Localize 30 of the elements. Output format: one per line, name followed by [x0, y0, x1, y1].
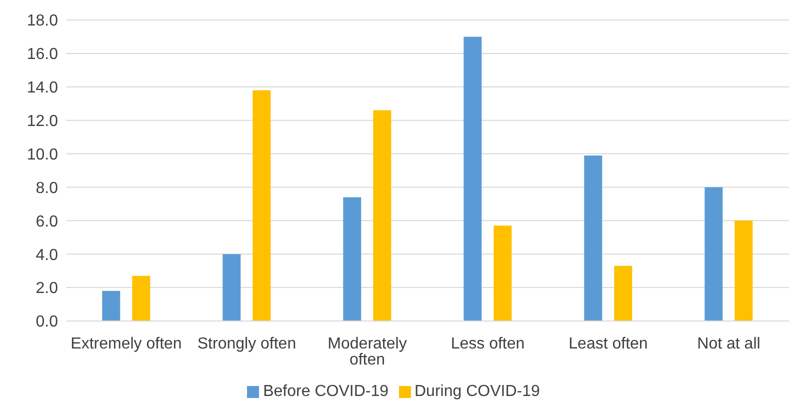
bar: [734, 220, 753, 321]
bar: [343, 197, 362, 321]
bar: [373, 110, 392, 321]
y-tick-label: 14.0: [26, 80, 58, 97]
bar: [132, 276, 150, 321]
y-tick-label: 6.0: [36, 213, 58, 230]
bar: [584, 155, 602, 321]
bar: [704, 187, 723, 321]
y-tick-label: 8.0: [36, 180, 58, 197]
y-tick-label: 2.0: [36, 280, 58, 298]
y-tick-label: 18.0: [26, 12, 58, 30]
y-tick-label: 0.0: [36, 314, 58, 331]
x-tick-label: Not at all: [697, 335, 760, 352]
bar: [252, 90, 271, 321]
x-tick-label: Least often: [568, 335, 648, 352]
bar: [222, 254, 241, 321]
y-tick-label: 4.0: [36, 246, 58, 264]
x-tick-label: Extremely often: [70, 335, 182, 352]
bar: [494, 226, 512, 321]
legend-label: During COVID-19: [414, 383, 540, 400]
x-tick-label: Strongly often: [197, 335, 296, 352]
x-tick-label: Moderately often: [328, 335, 407, 368]
y-tick-label: 12.0: [26, 113, 58, 130]
x-tick-label: Less often: [450, 335, 525, 352]
bar: [102, 290, 120, 321]
y-tick-label: 16.0: [26, 46, 58, 64]
bar: [614, 266, 632, 321]
legend-label: Before COVID-19: [263, 383, 388, 400]
y-tick-label: 10.0: [26, 146, 58, 164]
bar: [464, 36, 482, 321]
